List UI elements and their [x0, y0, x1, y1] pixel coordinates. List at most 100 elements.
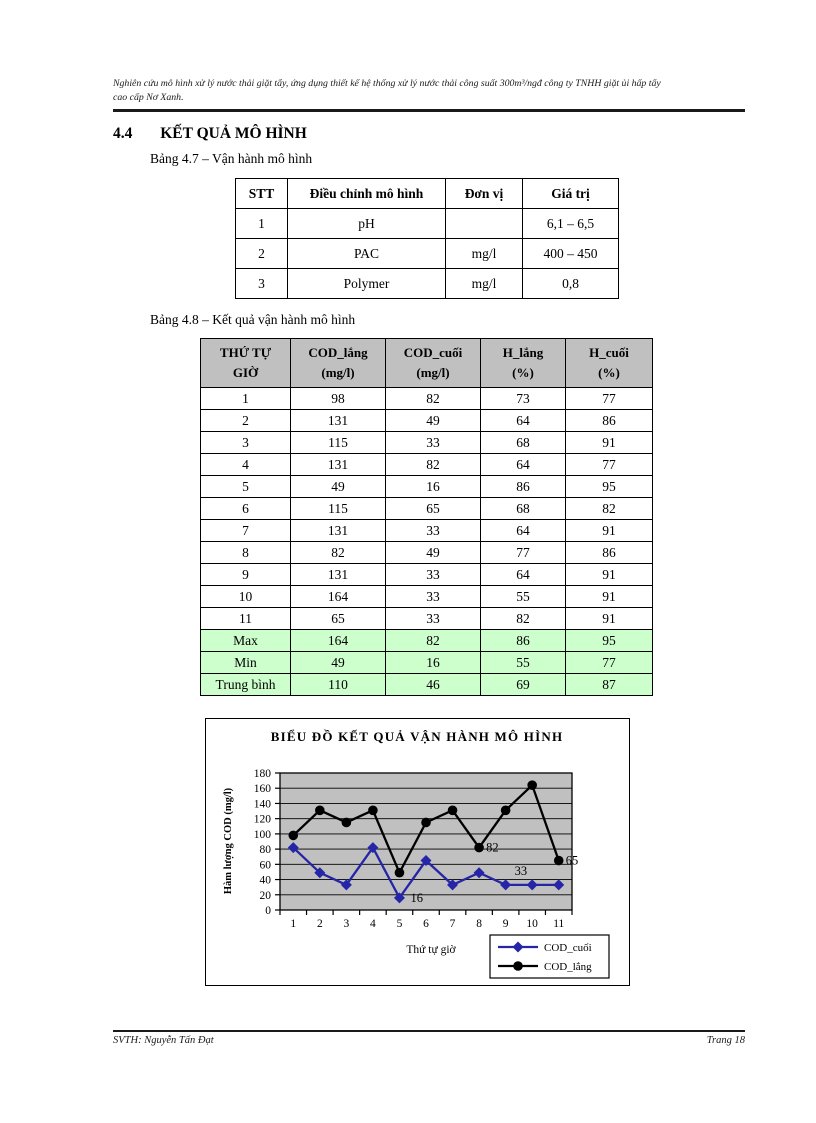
table-cell: 1	[235, 208, 288, 239]
table-row: 5 49 16 86 95	[200, 475, 653, 498]
table-summary-cell: 86	[480, 629, 566, 652]
table-van-hanh-mo-hinh: STT Điều chỉnh mô hình Đơn vị Giá trị 1 pH 6,1…	[235, 178, 619, 299]
footer-author: SVTH: Nguyễn Tấn Đạt	[113, 1035, 214, 1046]
column-header-line: THỨ TỰ	[219, 344, 272, 360]
table-cell: pH	[287, 208, 446, 239]
column-header: H_cuối (%)	[565, 338, 653, 388]
table-cell: 33	[385, 563, 481, 586]
table-cell: 91	[565, 563, 653, 586]
table-cell: 6	[200, 497, 291, 520]
data-point-marker	[394, 867, 405, 878]
y-tick-label: 40	[260, 875, 272, 887]
table-cell: 5	[200, 475, 291, 498]
table-ket-qua-van-hanh-mo-hinh: THỨ TỰ GIỜ COD_lắng (mg/l) COD_cuối (mg/l) H_l…	[200, 338, 653, 696]
table-cell: 2	[235, 238, 288, 269]
table-header-row: STT Điều chỉnh mô hình Đơn vị Giá trị	[235, 178, 619, 209]
x-tick-label: 8	[476, 918, 482, 930]
table-cell: 64	[480, 409, 566, 432]
table-cell: 10	[200, 585, 291, 608]
table-cell: 33	[385, 585, 481, 608]
table-cell: 49	[385, 409, 481, 432]
data-point-marker	[368, 805, 378, 816]
table-row: 10 164 33 55 91	[200, 585, 653, 608]
table-row: 6 115 65 68 82	[200, 497, 653, 520]
x-tick-label: 9	[503, 918, 509, 930]
table-cell: 9	[200, 563, 291, 586]
data-point-marker	[420, 855, 432, 867]
table-header-row: THỨ TỰ GIỜ COD_lắng (mg/l) COD_cuối (mg/l) H_l…	[200, 338, 653, 388]
x-axis-title: Thứ tự giờ	[406, 944, 456, 956]
data-label: 16	[410, 891, 423, 905]
x-tick-label: 2	[317, 918, 323, 930]
table-cell: 82	[385, 453, 481, 476]
table1-caption: Bảng 4.7 – Vận hành mô hình	[150, 151, 313, 166]
table-summary-cell: 87	[565, 673, 653, 696]
table-cell: 91	[565, 431, 653, 454]
data-point-marker	[512, 941, 524, 953]
table-cell: 33	[385, 607, 481, 630]
data-point-marker	[314, 867, 326, 879]
data-point-marker	[474, 842, 484, 853]
column-header: STT	[235, 178, 288, 209]
table-cell: 95	[565, 475, 653, 498]
table-row: 8 82 49 77 86	[200, 541, 653, 564]
column-header-line: (mg/l)	[416, 365, 450, 380]
table-cell: 86	[480, 475, 566, 498]
column-header-line: COD_cuối	[403, 344, 463, 360]
x-tick-label: 6	[423, 918, 429, 930]
column-header: COD_cuối (mg/l)	[385, 338, 481, 388]
table-row: 3 115 33 68 91	[200, 431, 653, 454]
table-cell: PAC	[287, 238, 446, 269]
x-tick-label: 5	[397, 918, 403, 930]
data-point-marker	[500, 805, 511, 816]
column-header: Giá trị	[522, 178, 619, 209]
table-cell: 7	[200, 519, 291, 542]
section-heading: 4.4 KẾT QUẢ MÔ HÌNH	[113, 125, 307, 143]
table-cell: 3	[235, 268, 288, 299]
data-point-marker	[393, 892, 405, 904]
header-rule	[113, 109, 745, 112]
table-summary-cell: 16	[385, 651, 481, 674]
y-tick-label: 20	[260, 890, 272, 902]
table-cell: 82	[290, 541, 386, 564]
table-row: 1 pH 6,1 – 6,5	[235, 208, 619, 239]
data-point-marker	[553, 879, 565, 891]
table-cell: 77	[480, 541, 566, 564]
table-cell: mg/l	[445, 268, 523, 299]
y-tick-label: 0	[265, 905, 271, 917]
table-cell: 33	[385, 519, 481, 542]
table-summary-cell: 110	[290, 673, 386, 696]
table-row: 9 131 33 64 91	[200, 563, 653, 586]
data-point-marker	[315, 805, 325, 816]
column-header: Đơn vị	[445, 178, 523, 209]
table-cell: 49	[290, 475, 386, 498]
y-tick-label: 120	[254, 814, 272, 826]
column-header: COD_lắng (mg/l)	[290, 338, 386, 388]
section-title: KẾT QUẢ MÔ HÌNH	[160, 125, 307, 142]
data-point-marker	[447, 805, 458, 816]
line-chart: BIỂU ĐỒ KẾT QUẢ VẬN HÀNH MÔ HÌNH 0 20 40 60 8…	[223, 729, 610, 979]
table-cell: 86	[565, 541, 653, 564]
y-tick-label: 60	[260, 859, 272, 871]
data-point-marker	[287, 842, 299, 854]
table-cell: 8	[200, 541, 291, 564]
table-row: 1 98 82 73 77	[200, 387, 653, 410]
data-point-marker	[526, 879, 538, 891]
column-header-line: (%)	[598, 365, 620, 380]
table-cell: Polymer	[287, 268, 446, 299]
column-header-line: (mg/l)	[321, 365, 355, 380]
table-cell: 64	[480, 519, 566, 542]
table-summary-row: Min 49 16 55 77	[200, 651, 653, 674]
table-cell: 2	[200, 409, 291, 432]
table-row: 11 65 33 82 91	[200, 607, 653, 630]
column-header-line: H_lắng	[502, 344, 544, 360]
table-cell: 65	[385, 497, 481, 520]
table-cell: 1	[200, 387, 291, 410]
plot-border	[279, 772, 573, 911]
legend-label: COD_cuối	[544, 942, 592, 954]
table-summary-row: Max 164 82 86 95	[200, 629, 653, 652]
table-cell: 131	[290, 563, 386, 586]
table-summary-cell: Min	[200, 651, 291, 674]
table-row: 4 131 82 64 77	[200, 453, 653, 476]
section-number: 4.4	[113, 125, 133, 142]
